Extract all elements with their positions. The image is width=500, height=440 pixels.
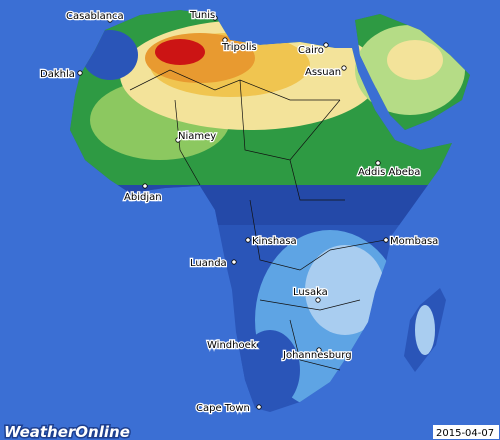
- city-label: Tripolis: [221, 42, 257, 53]
- city-marker: [142, 183, 148, 189]
- city-marker: [316, 347, 322, 353]
- zone-red: [155, 39, 205, 65]
- city-marker: [107, 17, 113, 23]
- date-box: [433, 425, 499, 439]
- city-label: Luanda: [190, 258, 227, 269]
- city-label: Cape Town: [196, 403, 250, 414]
- city-marker: [77, 70, 83, 76]
- city-label: Mombasa: [390, 236, 438, 247]
- city-label: Niamey: [178, 131, 216, 142]
- city-marker: [256, 404, 262, 410]
- zone-pale-blue: [305, 245, 385, 335]
- borders: [129, 69, 386, 371]
- city-marker: [231, 259, 237, 265]
- zone-south-west: [240, 330, 300, 410]
- city-marker: [212, 15, 218, 21]
- city-marker: [252, 342, 258, 348]
- city-label: Tunis: [189, 10, 215, 21]
- city-marker: [245, 237, 251, 243]
- city-label: Dakhla: [40, 69, 75, 80]
- city-marker: [383, 237, 389, 243]
- city-label: Kinshasa: [252, 236, 297, 247]
- city-label: Cairo: [298, 45, 324, 56]
- zone-madagascar: [415, 305, 435, 355]
- city-marker: [315, 297, 321, 303]
- city-label: Abidjan: [124, 192, 162, 203]
- city-label: Addis Abeba: [358, 167, 420, 178]
- logo: WeatherOnline: [4, 423, 130, 440]
- date: 2015-04-07: [436, 428, 494, 439]
- city-label: Johannesburg: [282, 350, 352, 361]
- zone-arabia-dry: [387, 40, 443, 80]
- city-marker: [222, 37, 228, 43]
- city-label: Casablanca: [66, 11, 124, 22]
- city-label: Lusaka: [293, 287, 328, 298]
- city-marker: [323, 42, 329, 48]
- city-label: Assuan: [305, 67, 341, 78]
- city-label: Windhoek: [207, 340, 257, 351]
- city-marker: [375, 160, 381, 166]
- cities: Casablanca Tunis Tripolis Cairo Dakhla A…: [39, 9, 440, 416]
- city-marker: [341, 65, 347, 71]
- city-marker: [175, 137, 181, 143]
